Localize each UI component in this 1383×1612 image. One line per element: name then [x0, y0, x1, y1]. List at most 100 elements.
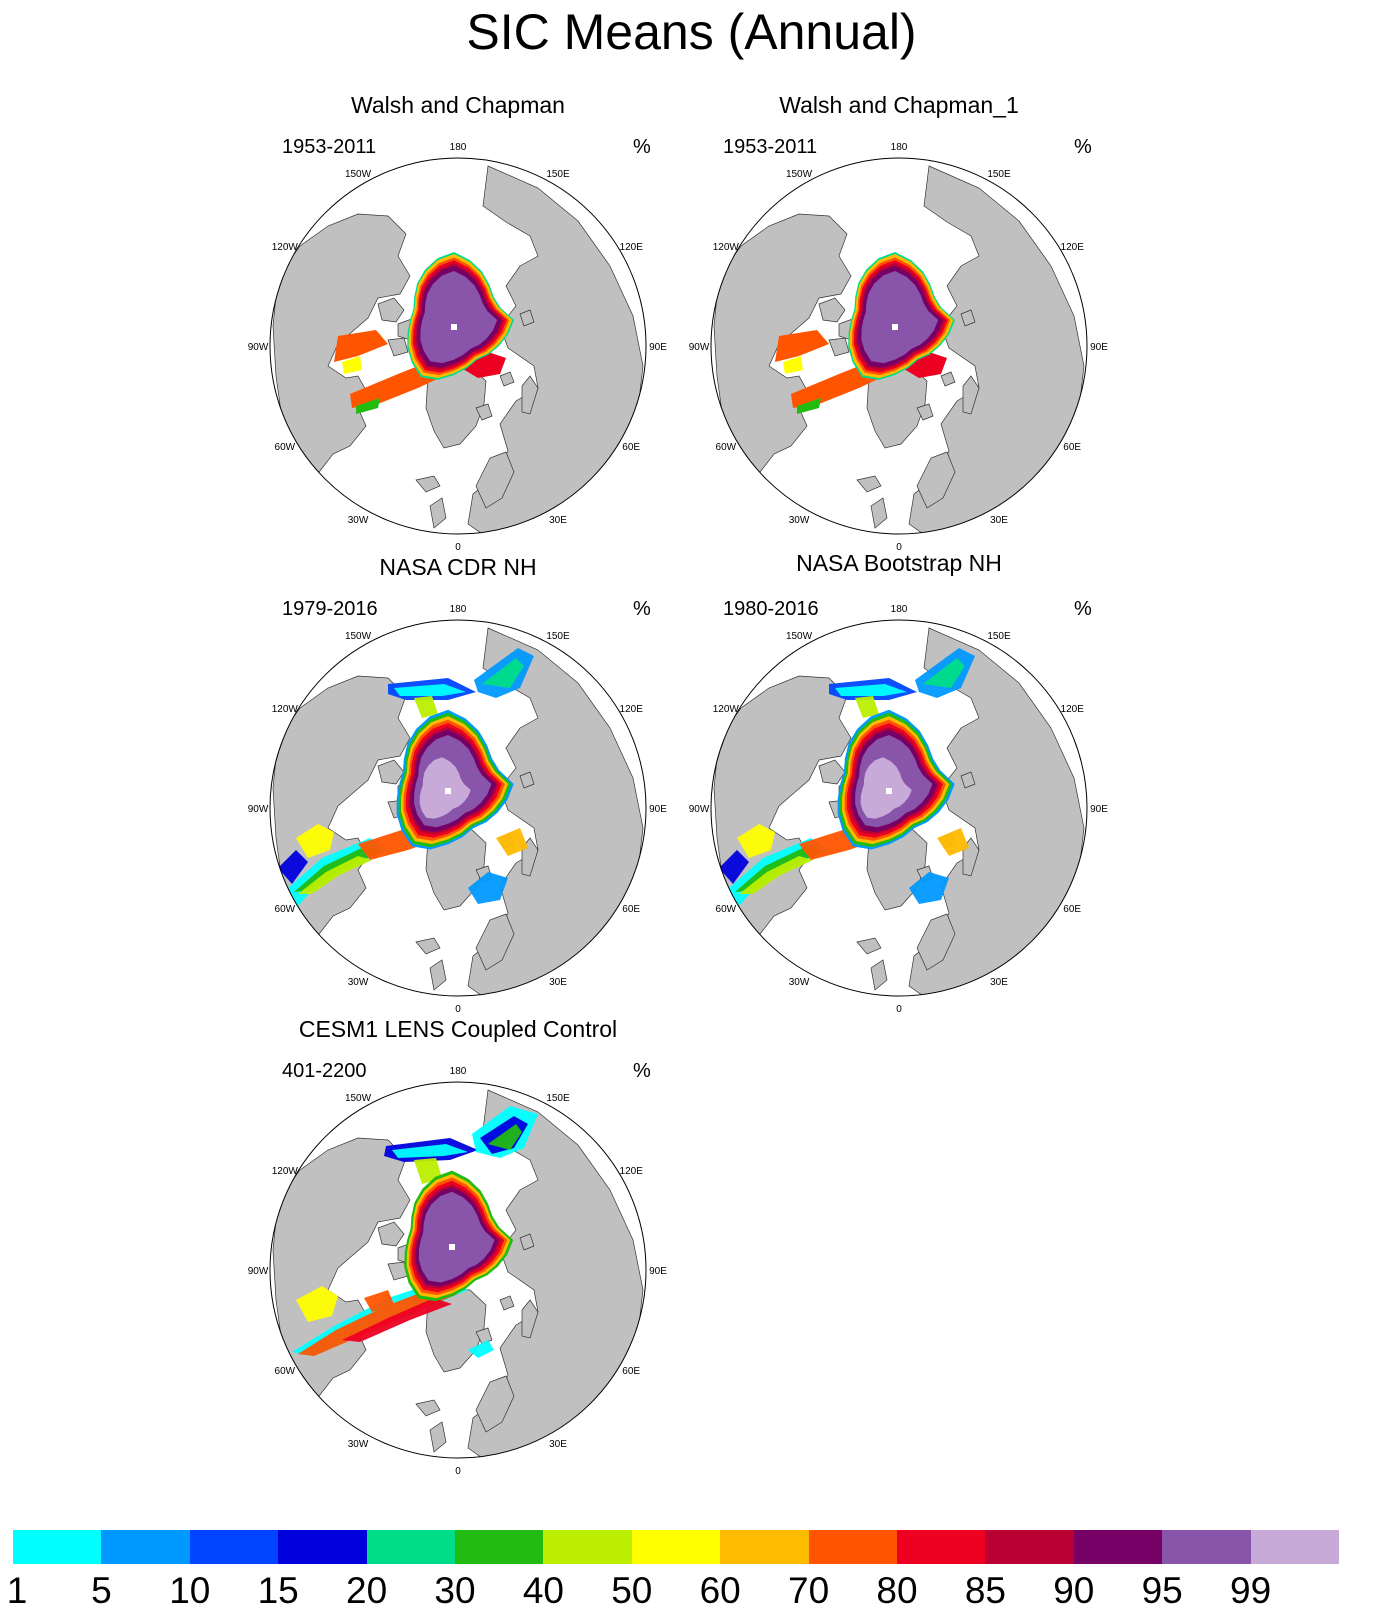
colorbar-label: 20: [346, 1570, 388, 1611]
polar-map: 180 150E 120E 90E 60E 30E 0 30W 60W 90W 120W 150W: [689, 142, 1109, 553]
land-mass: [387, 337, 409, 357]
longitude-label: 30E: [549, 1439, 567, 1450]
longitude-label: 150E: [546, 169, 570, 180]
longitude-label: 180: [891, 604, 908, 615]
longitude-label: 0: [455, 542, 461, 553]
colorbar-label: 85: [964, 1570, 1006, 1611]
colorbar-box: [1162, 1530, 1252, 1564]
colorbar-box: [278, 1530, 368, 1564]
longitude-label: 30W: [348, 1439, 369, 1450]
colorbar-label: 80: [876, 1570, 918, 1611]
land-mass: [856, 475, 882, 493]
longitude-label: 120E: [620, 1166, 644, 1177]
sea-ice-region: [392, 1144, 468, 1158]
land-mass: [828, 337, 850, 357]
longitude-label: 180: [450, 1066, 467, 1077]
sea-ice-region: [278, 850, 308, 884]
panel-period: 1980-2016: [723, 598, 819, 620]
land-mass: [475, 913, 515, 971]
longitude-label: 30W: [348, 977, 369, 988]
colorbar-label: 95: [1141, 1570, 1183, 1611]
colorbar-box: [366, 1530, 456, 1564]
land-mass: [870, 959, 888, 991]
colorbar-label: 15: [257, 1570, 299, 1611]
colorbar-box: [897, 1530, 986, 1564]
colorbar: 1 5 10 15 20 30 40 50 60 70 80 85 90 95 99: [7, 1530, 1376, 1611]
polar-map: 180 150E 120E 90E 60E 30E 0 30W 60W 90W 120W 150W: [248, 142, 668, 553]
panel-title: NASA Bootstrap NH: [796, 550, 1002, 576]
longitude-label: 180: [891, 142, 908, 153]
longitude-label: 30E: [549, 515, 567, 526]
land-mass: [960, 771, 976, 789]
sea-ice-region: [468, 1340, 494, 1358]
colorbar-box: [720, 1530, 810, 1564]
land-mass: [908, 627, 1085, 996]
sea-ice-region: [719, 850, 749, 884]
polar-map: 180 150E 120E 90E 60E 30E 0 30W 60W 90W 120W 150W: [248, 604, 668, 1015]
panel-walsh-and-chapman: Walsh and Chapman 1953-2011 % 180 150E 120…: [238, 92, 678, 553]
longitude-label: 180: [450, 604, 467, 615]
longitude-label: 150W: [345, 1093, 372, 1104]
panel-title: Walsh and Chapman_1: [779, 92, 1019, 118]
land-mass: [962, 375, 980, 415]
sea-ice-region: [739, 856, 813, 894]
panel-unit: %: [633, 1060, 651, 1082]
longitude-label: 0: [896, 1004, 902, 1015]
land-mass: [429, 1421, 447, 1453]
sea-ice-region: [737, 824, 775, 858]
panel-nasa-bootstrap-nh: NASA Bootstrap NH 1980-2016 % 180 150E 120…: [679, 550, 1119, 1015]
land-mass: [940, 371, 956, 387]
colorbar-box: [808, 1530, 898, 1564]
longitude-label: 60E: [1063, 442, 1081, 453]
colorbar-label: 5: [91, 1570, 112, 1611]
panel-unit: %: [1074, 598, 1092, 620]
longitude-label: 30E: [990, 977, 1008, 988]
sea-ice-region: [296, 824, 334, 858]
land-mass: [377, 1221, 405, 1247]
longitude-label: 150E: [987, 169, 1011, 180]
land-mass: [499, 371, 515, 387]
land-mass: [916, 403, 934, 421]
land-mass: [415, 475, 441, 493]
colorbar-box: [1250, 1530, 1340, 1564]
land-mass: [818, 759, 846, 785]
land-mass: [377, 297, 405, 323]
land-mass: [415, 937, 441, 955]
sea-ice-region: [394, 684, 466, 696]
sea-ice-region: [496, 828, 528, 856]
sea-ice-region: [468, 872, 508, 904]
panel-title: NASA CDR NH: [379, 554, 537, 580]
sea-ice-region: [458, 352, 506, 378]
longitude-label: 90E: [649, 804, 667, 815]
panel-title: CESM1 LENS Coupled Control: [298, 1016, 618, 1042]
land-mass: [499, 1295, 515, 1311]
longitude-label: 150W: [345, 631, 372, 642]
sea-ice-region: [342, 1298, 452, 1342]
land-mass: [818, 297, 846, 323]
colorbar-label: 50: [611, 1570, 653, 1611]
panel-unit: %: [633, 598, 651, 620]
panel-cesm1-lens-coupled-control: CESM1 LENS Coupled Control 401-2200 % 18…: [238, 1016, 678, 1477]
land-mass: [916, 451, 956, 509]
longitude-label: 60E: [1063, 904, 1081, 915]
land-mass: [960, 309, 976, 327]
land-mass: [415, 1399, 441, 1417]
map-boundary: [269, 1081, 647, 1459]
land-mass: [916, 913, 956, 971]
panel-unit: %: [1074, 136, 1092, 158]
longitude-label: 90W: [689, 804, 710, 815]
land-mass: [870, 497, 888, 529]
colorbar-label: 60: [699, 1570, 741, 1611]
longitude-label: 30E: [990, 515, 1008, 526]
colorbar-label: 99: [1230, 1570, 1272, 1611]
sea-ice-region: [482, 658, 524, 688]
longitude-label: 60E: [622, 904, 640, 915]
map-boundary: [710, 619, 1088, 997]
sea-ice-region: [342, 356, 362, 374]
panel-period: 401-2200: [282, 1060, 367, 1082]
land-mass: [467, 165, 644, 534]
panel-period: 1979-2016: [282, 598, 378, 620]
sea-ice-region: [899, 352, 947, 378]
longitude-label: 60W: [275, 1366, 296, 1377]
longitude-label: 150W: [786, 631, 813, 642]
